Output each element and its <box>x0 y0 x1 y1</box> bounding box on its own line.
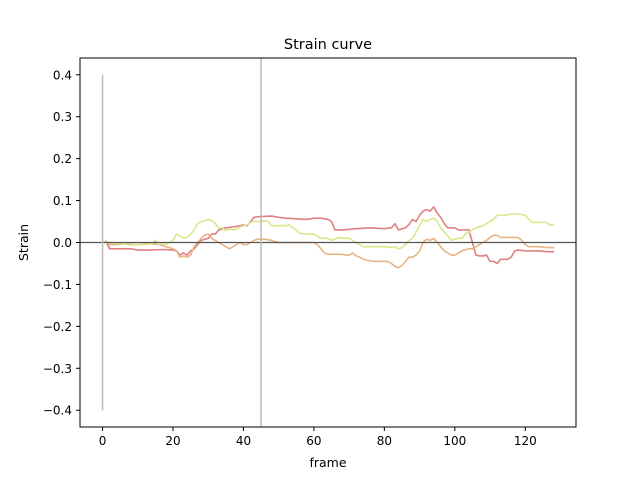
y-tick-label: 0.1 <box>53 194 72 208</box>
x-axis: 0 20 40 60 80 100 120 <box>99 427 537 448</box>
y-tick-label: 0.0 <box>53 236 72 250</box>
y-tick-label: 0.2 <box>53 152 72 166</box>
x-tick-label: 60 <box>306 434 321 448</box>
y-tick-label: 0.3 <box>53 110 72 124</box>
x-tick-label: 80 <box>377 434 392 448</box>
y-tick-label: −0.2 <box>43 320 72 334</box>
y-tick-label: −0.4 <box>43 404 72 418</box>
x-tick-label: 20 <box>165 434 180 448</box>
x-tick-label: 120 <box>514 434 537 448</box>
reference-lines <box>80 58 576 427</box>
chart-title: Strain curve <box>284 37 372 53</box>
y-tick-label: 0.4 <box>53 68 72 82</box>
x-tick-label: 40 <box>236 434 251 448</box>
x-axis-label: frame <box>309 455 346 470</box>
plot-data-layer <box>101 206 555 269</box>
y-tick-label: −0.3 <box>43 362 72 376</box>
y-tick-label: −0.1 <box>43 278 72 292</box>
x-tick-label: 0 <box>99 434 107 448</box>
y-axis-label: Strain <box>16 224 31 261</box>
x-tick-label: 100 <box>443 434 466 448</box>
series-line-2 <box>101 233 555 269</box>
series-line-1 <box>101 206 555 265</box>
series-line-3 <box>101 213 555 250</box>
y-axis: −0.4 −0.3 −0.2 −0.1 0.0 0.1 0.2 0.3 0.4 <box>43 68 80 418</box>
